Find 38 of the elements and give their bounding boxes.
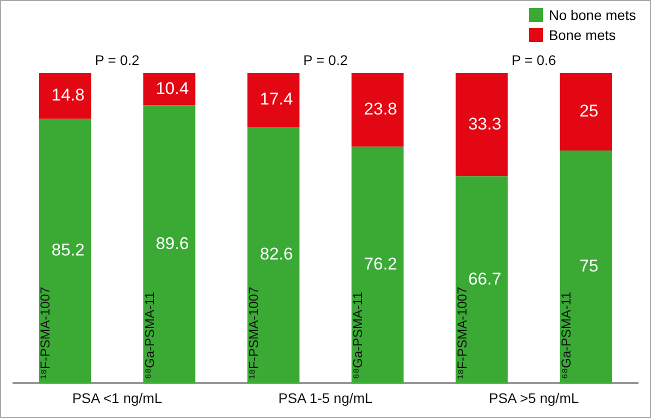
text: P = 0.6 <box>512 52 556 68</box>
bar <box>39 118 92 383</box>
data-label: 66.7 <box>468 269 502 288</box>
x-tick-label: ¹⁸F-PSMA-1007 <box>246 286 261 379</box>
bar <box>560 73 612 150</box>
data-label: 25 <box>579 101 598 120</box>
bar <box>39 73 92 119</box>
data-label: 89.6 <box>156 234 189 253</box>
bar <box>352 146 404 383</box>
data-label: 85.2 <box>52 240 85 260</box>
bar <box>456 176 508 383</box>
data-label: 10.4 <box>156 78 189 98</box>
text: P = 0.2 <box>303 52 348 68</box>
bar <box>247 126 300 383</box>
bar <box>143 73 196 106</box>
data-label: 23.8 <box>364 100 398 119</box>
bar <box>456 73 508 176</box>
text: PSA 1-5 ng/mL <box>278 390 373 406</box>
bar <box>143 105 196 383</box>
data-label: 76.2 <box>364 254 398 274</box>
text: P = 0.2 <box>94 52 140 68</box>
text: PSA >5 ng/mL <box>488 390 579 406</box>
data-label: 75 <box>579 256 598 276</box>
data-label: 33.3 <box>468 114 502 134</box>
legend-label: No bone mets <box>548 7 636 23</box>
x-tick-label: ⁶⁸Ga-PSMA-11 <box>350 292 366 379</box>
x-tick-label: ¹⁸F-PSMA-1007 <box>454 286 470 379</box>
bar <box>352 73 404 147</box>
bar <box>247 73 300 127</box>
x-tick-label: ⁶⁸Ga-PSMA-11 <box>558 292 574 379</box>
legend-label: Bone mets <box>548 27 616 43</box>
data-label: 82.6 <box>260 244 293 264</box>
bar <box>560 150 612 383</box>
x-tick-label: ⁶⁸Ga-PSMA-11 <box>142 292 157 379</box>
data-label: 14.8 <box>52 86 85 105</box>
x-tick-label: ¹⁸F-PSMA-1007 <box>38 286 53 379</box>
data-label: 17.4 <box>260 90 293 109</box>
text: PSA <1 ng/mL <box>72 390 162 406</box>
